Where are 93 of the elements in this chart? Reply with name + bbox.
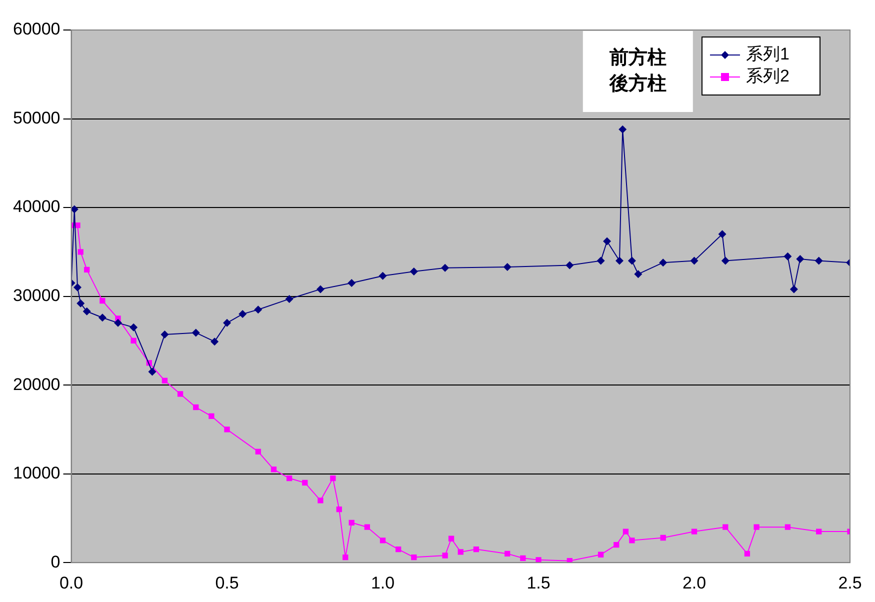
point xyxy=(504,550,510,557)
point xyxy=(238,310,247,318)
point xyxy=(628,256,636,265)
point xyxy=(162,378,168,384)
point xyxy=(71,205,78,214)
annotation: 後方柱 xyxy=(608,72,666,95)
point xyxy=(160,330,169,338)
x-tick-label: 1.0 xyxy=(370,573,395,592)
point xyxy=(473,546,480,552)
x-tick-label: 2.0 xyxy=(682,573,706,592)
point xyxy=(348,278,356,287)
point xyxy=(691,528,698,534)
point xyxy=(596,256,605,265)
point xyxy=(458,549,464,555)
point xyxy=(285,294,294,303)
point xyxy=(223,318,232,327)
point xyxy=(177,391,184,397)
point xyxy=(316,285,324,294)
point xyxy=(380,538,386,544)
point xyxy=(598,552,604,558)
point xyxy=(634,270,642,278)
point xyxy=(255,448,261,454)
point xyxy=(614,542,620,548)
x-tick-label: 2.5 xyxy=(838,573,862,592)
point xyxy=(622,528,629,534)
point xyxy=(784,252,792,260)
point xyxy=(690,256,698,265)
point xyxy=(441,264,450,272)
point xyxy=(615,256,624,265)
point xyxy=(192,328,200,337)
point xyxy=(210,338,219,346)
point xyxy=(342,554,348,560)
point xyxy=(796,255,804,264)
point xyxy=(82,307,91,316)
y-tick-label: 40000 xyxy=(12,197,60,216)
point xyxy=(100,298,106,304)
point xyxy=(790,285,798,294)
point xyxy=(286,475,292,482)
x-tick-label: 1.5 xyxy=(526,573,550,592)
legend-label: 系列1 xyxy=(746,44,790,64)
point xyxy=(270,466,277,472)
point xyxy=(629,538,635,544)
point xyxy=(503,263,512,272)
point xyxy=(84,266,90,272)
point xyxy=(603,237,612,246)
y-tick-label: 30000 xyxy=(12,286,60,305)
point xyxy=(442,552,448,558)
point xyxy=(114,318,122,327)
point xyxy=(74,283,82,292)
point xyxy=(721,256,730,265)
point xyxy=(148,368,156,376)
point xyxy=(318,498,324,504)
point xyxy=(410,267,418,276)
point xyxy=(78,249,84,255)
y-tick-label: 10000 xyxy=(12,464,60,483)
point xyxy=(193,404,199,410)
point xyxy=(744,550,750,557)
y-tick-label: 20000 xyxy=(12,374,60,394)
point xyxy=(336,506,342,512)
point xyxy=(330,475,336,482)
point xyxy=(784,524,791,530)
point xyxy=(98,314,106,322)
point xyxy=(659,258,668,267)
point xyxy=(378,272,387,280)
point xyxy=(254,306,262,314)
point xyxy=(618,125,627,134)
x-tick-label: 0.0 xyxy=(59,573,84,592)
x-tick-label: 0.5 xyxy=(215,573,239,592)
point xyxy=(348,520,354,526)
y-tick-label: 60000 xyxy=(12,20,60,39)
point xyxy=(208,413,214,419)
point xyxy=(660,534,666,541)
point xyxy=(448,536,454,542)
point xyxy=(816,528,822,534)
point xyxy=(396,546,402,552)
point xyxy=(566,261,574,270)
point xyxy=(130,323,138,332)
point xyxy=(76,299,85,308)
point xyxy=(224,426,230,432)
point xyxy=(718,230,726,238)
point xyxy=(520,555,526,561)
point xyxy=(722,524,728,530)
point xyxy=(302,480,308,486)
point xyxy=(130,338,136,344)
point xyxy=(814,256,823,265)
legend-label: 系列2 xyxy=(746,66,790,86)
y-tick-label: 50000 xyxy=(12,108,60,128)
y-tick-label: 0 xyxy=(50,552,60,572)
annotation: 前方柱 xyxy=(608,46,666,69)
point xyxy=(364,524,370,530)
point xyxy=(536,557,542,563)
point xyxy=(411,554,417,560)
point xyxy=(754,524,760,530)
